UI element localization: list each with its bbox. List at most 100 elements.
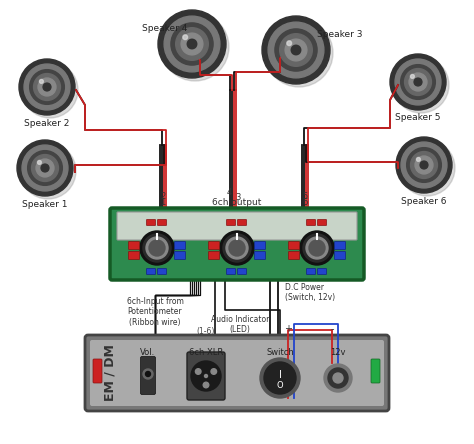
FancyBboxPatch shape <box>146 269 155 274</box>
FancyBboxPatch shape <box>93 359 102 383</box>
FancyBboxPatch shape <box>209 242 219 250</box>
FancyBboxPatch shape <box>335 242 346 250</box>
Circle shape <box>265 19 333 87</box>
FancyBboxPatch shape <box>335 251 346 259</box>
Circle shape <box>300 231 334 265</box>
Circle shape <box>204 374 208 377</box>
Circle shape <box>22 62 78 118</box>
Circle shape <box>396 137 452 193</box>
Circle shape <box>34 74 61 100</box>
FancyBboxPatch shape <box>174 242 185 250</box>
Text: +: + <box>284 324 292 334</box>
Circle shape <box>164 16 220 72</box>
FancyBboxPatch shape <box>227 269 236 274</box>
FancyBboxPatch shape <box>227 219 236 226</box>
Circle shape <box>226 237 248 259</box>
Circle shape <box>268 22 324 78</box>
Circle shape <box>260 358 300 398</box>
Circle shape <box>27 151 63 185</box>
Text: Vol.: Vol. <box>140 348 155 357</box>
Text: (1-6): (1-6) <box>197 327 215 336</box>
Circle shape <box>161 13 229 81</box>
Text: -: - <box>330 324 334 334</box>
Circle shape <box>37 160 41 164</box>
Circle shape <box>324 364 352 392</box>
Circle shape <box>36 159 54 177</box>
Circle shape <box>158 10 226 78</box>
Circle shape <box>414 78 422 86</box>
Circle shape <box>223 234 251 262</box>
FancyBboxPatch shape <box>307 219 316 226</box>
Circle shape <box>262 16 330 84</box>
Circle shape <box>401 65 435 99</box>
Circle shape <box>420 161 428 169</box>
Circle shape <box>306 237 328 259</box>
Circle shape <box>19 59 75 115</box>
Text: Speaker 4: Speaker 4 <box>142 24 188 33</box>
Circle shape <box>264 362 296 394</box>
Text: 1: 1 <box>160 198 165 206</box>
Circle shape <box>303 234 331 262</box>
Circle shape <box>291 45 301 55</box>
Circle shape <box>195 369 201 374</box>
Circle shape <box>171 23 213 65</box>
FancyBboxPatch shape <box>371 359 380 383</box>
Circle shape <box>280 34 312 66</box>
FancyBboxPatch shape <box>157 269 166 274</box>
Text: Speaker 6: Speaker 6 <box>401 197 447 206</box>
Circle shape <box>309 240 325 256</box>
Circle shape <box>229 240 245 256</box>
Circle shape <box>181 33 203 55</box>
Circle shape <box>140 231 174 265</box>
Circle shape <box>407 148 441 182</box>
FancyBboxPatch shape <box>85 335 389 411</box>
FancyBboxPatch shape <box>110 208 364 280</box>
Circle shape <box>203 382 209 388</box>
Circle shape <box>20 143 76 199</box>
FancyBboxPatch shape <box>117 212 357 240</box>
Circle shape <box>143 234 171 262</box>
FancyBboxPatch shape <box>237 269 246 274</box>
Text: 6ch-Input from
Potentiometer
(Ribbon wire): 6ch-Input from Potentiometer (Ribbon wir… <box>127 297 183 327</box>
FancyBboxPatch shape <box>209 251 219 259</box>
Text: D.C Power
(Switch, 12v): D.C Power (Switch, 12v) <box>285 283 335 302</box>
Circle shape <box>32 155 58 182</box>
Circle shape <box>176 28 208 60</box>
Circle shape <box>143 369 153 379</box>
Text: 3: 3 <box>235 193 241 202</box>
Circle shape <box>333 373 343 383</box>
Circle shape <box>399 140 455 196</box>
Text: I: I <box>279 370 282 380</box>
Circle shape <box>395 59 441 105</box>
Circle shape <box>415 156 433 174</box>
FancyBboxPatch shape <box>255 242 265 250</box>
Text: 2: 2 <box>160 191 165 201</box>
Circle shape <box>187 39 197 49</box>
FancyBboxPatch shape <box>146 219 155 226</box>
Text: 12v: 12v <box>330 348 346 357</box>
Text: Switch: Switch <box>266 348 294 357</box>
Circle shape <box>410 151 438 178</box>
FancyBboxPatch shape <box>140 357 155 395</box>
Circle shape <box>38 78 56 96</box>
Text: EM / DM: EM / DM <box>103 345 117 401</box>
FancyBboxPatch shape <box>289 242 300 250</box>
Circle shape <box>401 142 447 188</box>
FancyBboxPatch shape <box>128 251 139 259</box>
FancyBboxPatch shape <box>174 251 185 259</box>
Text: Speaker 5: Speaker 5 <box>395 113 441 122</box>
Circle shape <box>417 158 420 161</box>
FancyBboxPatch shape <box>318 269 327 274</box>
Circle shape <box>39 79 43 83</box>
Text: 6: 6 <box>302 198 308 206</box>
Circle shape <box>285 39 307 61</box>
FancyBboxPatch shape <box>237 219 246 226</box>
Text: 6ch XLR: 6ch XLR <box>189 348 223 357</box>
FancyBboxPatch shape <box>187 352 225 400</box>
Circle shape <box>41 164 49 172</box>
FancyBboxPatch shape <box>255 251 265 259</box>
Text: Speaker 1: Speaker 1 <box>22 200 68 209</box>
Circle shape <box>30 70 64 104</box>
Text: Speaker 2: Speaker 2 <box>24 119 70 128</box>
FancyBboxPatch shape <box>128 242 139 250</box>
